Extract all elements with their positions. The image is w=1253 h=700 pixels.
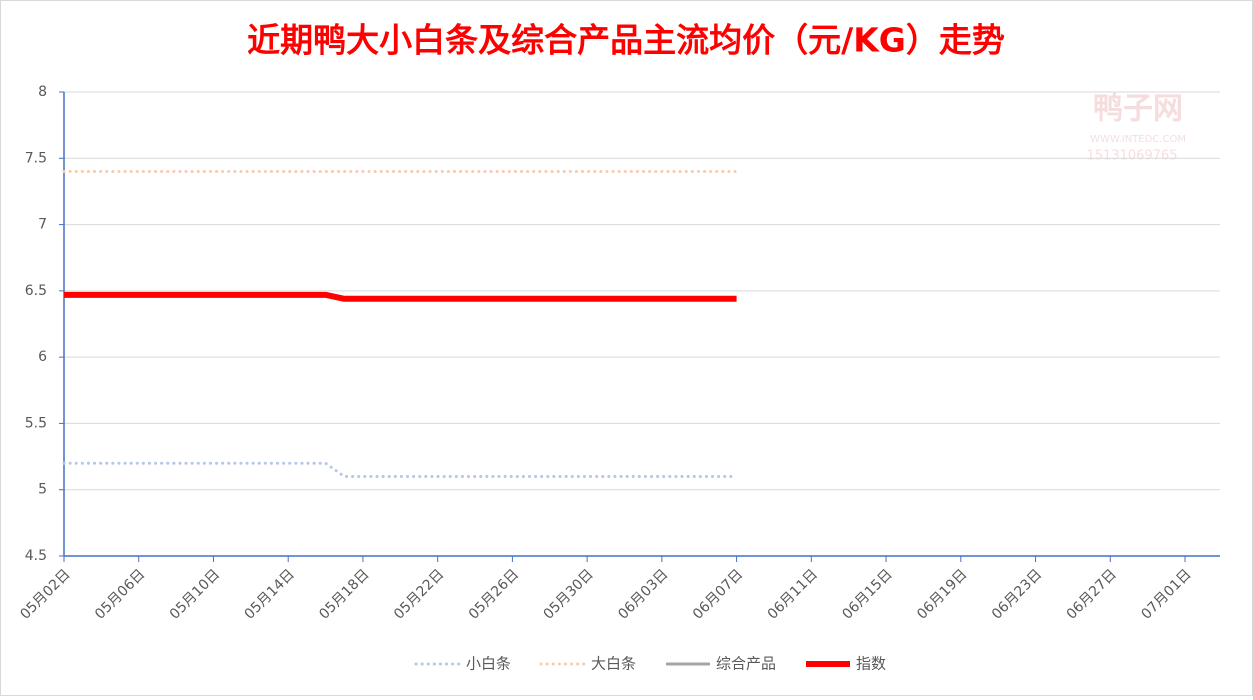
series-line	[62, 461, 739, 478]
legend-item: 综合产品	[666, 655, 776, 673]
watermark-brand: 鸭子网	[1093, 92, 1183, 127]
y-tick-label: 6.5	[25, 283, 47, 299]
legend-label: 指数	[856, 655, 886, 673]
legend-item: 指数	[806, 655, 886, 673]
watermark-phone: 15131069765	[1087, 149, 1178, 164]
y-tick-label: 8	[38, 84, 47, 100]
chart-title: 近期鸭大小白条及综合产品主流均价（元/KG）走势	[247, 21, 1005, 60]
legend-label: 小白条	[466, 655, 511, 673]
watermark-site: WWW.INTEDC.COM	[1090, 134, 1186, 145]
series-line	[64, 291, 737, 302]
legend-label: 大白条	[591, 655, 636, 673]
y-tick-label: 5	[38, 482, 47, 498]
legend-item: 大白条	[539, 655, 636, 673]
legend-item: 小白条	[414, 655, 511, 673]
y-tick-label: 7.5	[25, 150, 47, 166]
y-tick-label: 5.5	[25, 415, 47, 431]
y-tick-label: 6	[38, 349, 47, 365]
legend-label: 综合产品	[716, 655, 776, 673]
y-tick-label: 7	[38, 217, 47, 233]
watermark: 鸭子网 WWW.INTEDC.COM 15131069765	[1087, 92, 1186, 164]
y-tick-label: 4.5	[25, 548, 47, 564]
